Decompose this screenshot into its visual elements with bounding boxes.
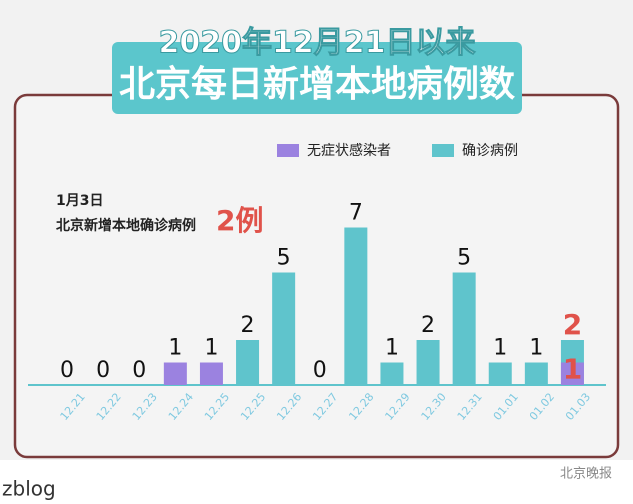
value-label: 1 [385,336,399,361]
value-label: 1 [563,353,582,386]
footer-bar [0,460,633,500]
annotation-date: 1月3日 [56,193,103,209]
bar [416,340,440,385]
bar [344,227,368,385]
legend-label: 确诊病例 [462,143,518,159]
value-label: 1 [529,336,543,361]
value-label: 1 [493,336,507,361]
value-label: 5 [457,246,471,271]
title-box [112,42,522,114]
footer-text: zblog [2,477,56,501]
bar [236,340,260,385]
legend-label: 无症状感染者 [307,142,391,159]
value-label: 1 [204,336,218,361]
value-label: 7 [349,201,363,226]
chart-subtitle: 北京每日新增本地病例数 [119,63,515,105]
value-label: 2 [241,313,255,338]
bar [272,272,296,385]
bar [524,362,548,385]
value-label: 2 [421,313,435,338]
bar [199,362,223,385]
watermark: 北京晚报 [560,467,612,482]
value-label: 0 [60,358,74,383]
value-label: 5 [277,246,291,271]
value-label: 1 [168,336,182,361]
annotation-highlight: 2例 [216,204,263,237]
legend-swatch [277,144,299,157]
chart-title: 2020年12月21日以来 [159,26,476,61]
legend-swatch [432,144,454,157]
bar [488,362,512,385]
bar [380,362,404,385]
bar [560,362,584,385]
bar [452,272,476,385]
value-label: 0 [132,358,146,383]
annotation-text: 北京新增本地确诊病例 [56,217,196,234]
bar [163,362,187,385]
value-label: 2 [563,308,582,341]
value-label: 0 [313,358,327,383]
value-label: 0 [96,358,110,383]
